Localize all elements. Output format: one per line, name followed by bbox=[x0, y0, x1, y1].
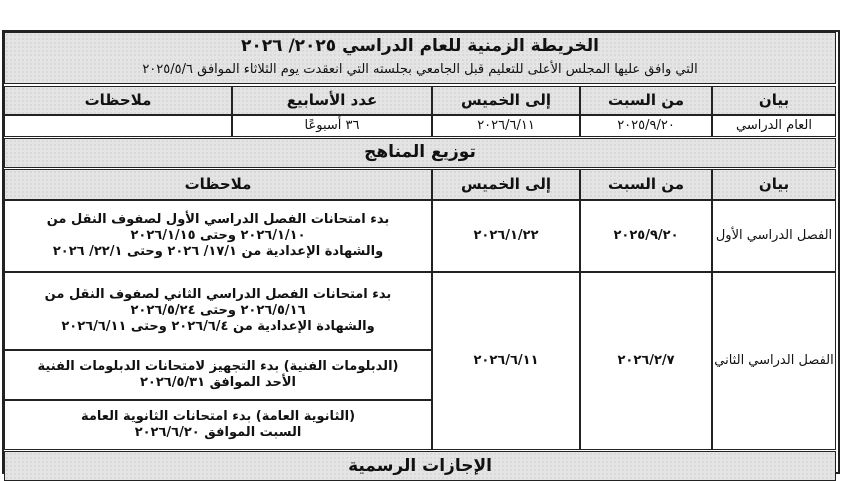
term2-to: ٢٠٢٦/٦/١١ bbox=[432, 272, 580, 450]
subtitle-text: التي وافق عليها المجلس الأعلى للتعليم قب… bbox=[142, 62, 698, 78]
holidays-title: الإجازات الرسمية bbox=[4, 451, 836, 481]
term1-from: ٢٠٢٥/٩/٢٠ bbox=[580, 200, 712, 272]
year-weeks: ٣٦ أسبوعًا bbox=[232, 115, 432, 137]
note-line: ٢٠٢٦/٥/١٦ وحتى ٢٠٢٦/٥/٢٤ bbox=[130, 302, 306, 318]
curriculum-title: توزيع المناهج bbox=[4, 138, 836, 168]
term2-label: الفصل الدراسي الثاني bbox=[712, 272, 836, 450]
term1-to: ٢٠٢٦/١/٢٢ bbox=[432, 200, 580, 272]
year-from: ٢٠٢٥/٩/٢٠ bbox=[580, 115, 712, 137]
note-line: (الثانوية العامة) بدء امتحانات الثانوية … bbox=[80, 408, 356, 424]
term2-notes: بدء امتحانات الفصل الدراسي الثاني لصفوف … bbox=[4, 272, 432, 350]
note-line: السبت الموافق ٢٠٢٦/٦/٢٠ bbox=[134, 425, 302, 440]
year-notes bbox=[4, 115, 232, 137]
note-line: الأحد الموافق ٢٠٢٦/٥/٣١ bbox=[140, 375, 297, 390]
year-label: العام الدراسي bbox=[712, 115, 836, 137]
header-to: إلى الخميس bbox=[432, 86, 580, 115]
cur-header-statement: بيان bbox=[712, 169, 836, 200]
note-line: ٢٠٢٦/١/١٠ وحتى ٢٠٢٦/١/١٥ bbox=[130, 227, 306, 243]
cur-header-notes: ملاحظات bbox=[4, 169, 432, 200]
term2-secondary-notes: (الثانوية العامة) بدء امتحانات الثانوية … bbox=[4, 400, 432, 450]
term1-label: الفصل الدراسي الأول bbox=[712, 200, 836, 272]
term1-notes: بدء امتحانات الفصل الدراسي الأول لصفوف ا… bbox=[4, 200, 432, 272]
note-line: والشهادة الإعدادية من ١٧/١/ ٢٠٢٦ وحتى ٢٢… bbox=[52, 244, 384, 260]
cur-header-to: إلى الخميس bbox=[432, 169, 580, 200]
document-subtitle: التي وافق عليها المجلس الأعلى للتعليم قب… bbox=[4, 58, 836, 84]
term2-diplomas-notes: (الدبلومات الفنية) بدء التجهيز لامتحانات… bbox=[4, 350, 432, 400]
document-title: الخريطة الزمنية للعام الدراسي ٢٠٢٥/ ٢٠٢٦ bbox=[4, 32, 836, 60]
title-text: الخريطة الزمنية للعام الدراسي ٢٠٢٥/ ٢٠٢٦ bbox=[241, 35, 599, 56]
year-to: ٢٠٢٦/٦/١١ bbox=[432, 115, 580, 137]
cur-header-from: من السبت bbox=[580, 169, 712, 200]
note-line: والشهادة الإعدادية من ٢٠٢٦/٦/٤ وحتى ٢٠٢٦… bbox=[61, 319, 375, 335]
header-weeks: عدد الأسابيع bbox=[232, 86, 432, 115]
header-notes: ملاحظات bbox=[4, 86, 232, 115]
term2-from: ٢٠٢٦/٢/٧ bbox=[580, 272, 712, 450]
note-line: بدء امتحانات الفصل الدراسي الثاني لصفوف … bbox=[44, 286, 392, 302]
note-line: (الدبلومات الفنية) بدء التجهيز لامتحانات… bbox=[37, 358, 399, 374]
note-line: بدء امتحانات الفصل الدراسي الأول لصفوف ا… bbox=[46, 211, 390, 227]
header-statement: بيان bbox=[712, 86, 836, 115]
header-from: من السبت bbox=[580, 86, 712, 115]
